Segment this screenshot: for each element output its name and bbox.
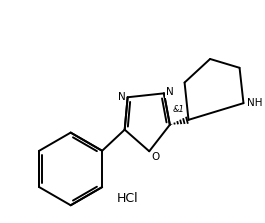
Text: HCl: HCl: [117, 192, 138, 205]
Text: &1: &1: [173, 105, 185, 114]
Text: O: O: [151, 152, 160, 162]
Text: N: N: [118, 92, 126, 102]
Text: NH: NH: [248, 98, 263, 108]
Text: N: N: [166, 87, 174, 97]
